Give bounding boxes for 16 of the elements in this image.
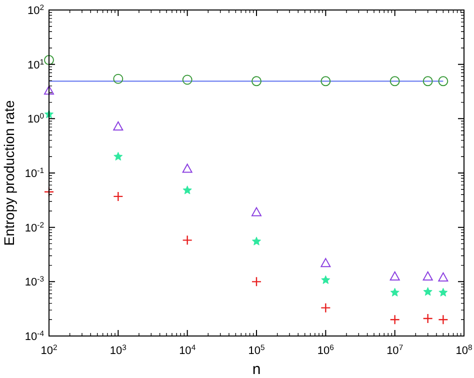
y-tick-label: 10$^{0}$ bbox=[27, 111, 44, 126]
y-tick-label: 10$^{-3}$ bbox=[24, 274, 44, 289]
x-tick-label: 10$^{3}$ bbox=[110, 342, 126, 357]
x-tick-label: 10$^{4}$ bbox=[179, 342, 196, 357]
x-tick-label: 10$^{2}$ bbox=[40, 342, 58, 357]
x-axis-title: n bbox=[252, 361, 261, 378]
x-tick-label: 10$^{5}$ bbox=[248, 342, 265, 357]
y-tick-label: 10$^{2}$ bbox=[27, 2, 44, 17]
x-tick-label: 10$^{7}$ bbox=[386, 342, 404, 357]
y-tick-label: 10$^{-2}$ bbox=[24, 220, 44, 234]
y-tick-label: 10$^{-4}$ bbox=[24, 328, 45, 343]
x-tick-label: 10$^{8}$ bbox=[456, 342, 472, 357]
y-tick-label: 10$^{1}$ bbox=[27, 56, 44, 72]
x-tick-label: 10$^{6}$ bbox=[317, 342, 334, 357]
y-tick-label: 10$^{-1}$ bbox=[24, 166, 44, 180]
y-axis-title: Entropy production rate bbox=[1, 100, 17, 246]
